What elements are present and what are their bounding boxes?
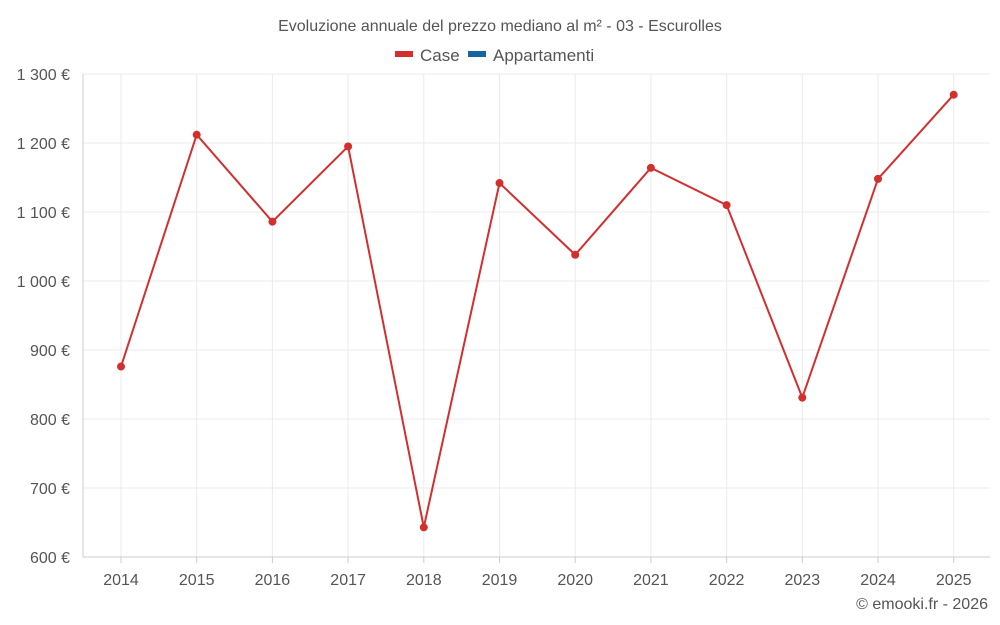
x-tick-label: 2018: [406, 572, 442, 589]
credit-text: © emooki.fr - 2026: [856, 596, 988, 613]
data-point: [344, 142, 353, 151]
y-tick-label: 1 000 €: [17, 274, 70, 291]
legend-label: Case: [420, 46, 460, 65]
data-point: [419, 523, 428, 532]
data-point: [798, 393, 807, 402]
data-point: [571, 250, 580, 259]
chart-title: Evoluzione annuale del prezzo mediano al…: [278, 18, 722, 35]
x-tick-label: 2023: [785, 572, 821, 589]
series-line-case: [120, 94, 955, 528]
y-tick-label: 800 €: [30, 412, 70, 429]
grid: [83, 73, 990, 557]
data-point: [949, 90, 958, 99]
data-point: [268, 217, 277, 226]
y-tick-label: 900 €: [30, 343, 70, 360]
x-tick-label: 2021: [633, 572, 669, 589]
data-point: [495, 179, 504, 188]
y-tick-label: 700 €: [30, 481, 70, 498]
data-point: [117, 362, 125, 371]
x-tick-label: 2017: [330, 572, 366, 589]
series: [117, 90, 958, 532]
x-tick-label: 2020: [557, 572, 593, 589]
y-tick-label: 1 100 €: [17, 205, 70, 222]
x-tick-label: 2025: [936, 572, 972, 589]
x-tick-label: 2015: [179, 572, 215, 589]
x-tick-label: 2016: [255, 572, 291, 589]
legend-swatch: [468, 51, 486, 57]
x-tick-label: 2019: [482, 572, 518, 589]
y-tick-label: 1 200 €: [17, 136, 70, 153]
data-point: [722, 201, 731, 210]
legend-swatch: [395, 51, 413, 57]
y-tick-label: 1 300 €: [17, 67, 70, 84]
x-tick-label: 2014: [103, 572, 139, 589]
axes: 600 € 700 € 800 € 900 € 1 000 € 1 100 € 1 200 …: [17, 67, 990, 589]
legend-label: Appartamenti: [493, 46, 594, 65]
data-point: [192, 130, 201, 139]
legend: Case Appartamenti: [395, 46, 594, 65]
x-tick-label: 2022: [709, 572, 745, 589]
x-tick-label: 2024: [860, 572, 896, 589]
data-point: [874, 174, 882, 183]
y-tick-label: 600 €: [30, 550, 70, 567]
data-point: [646, 163, 655, 172]
